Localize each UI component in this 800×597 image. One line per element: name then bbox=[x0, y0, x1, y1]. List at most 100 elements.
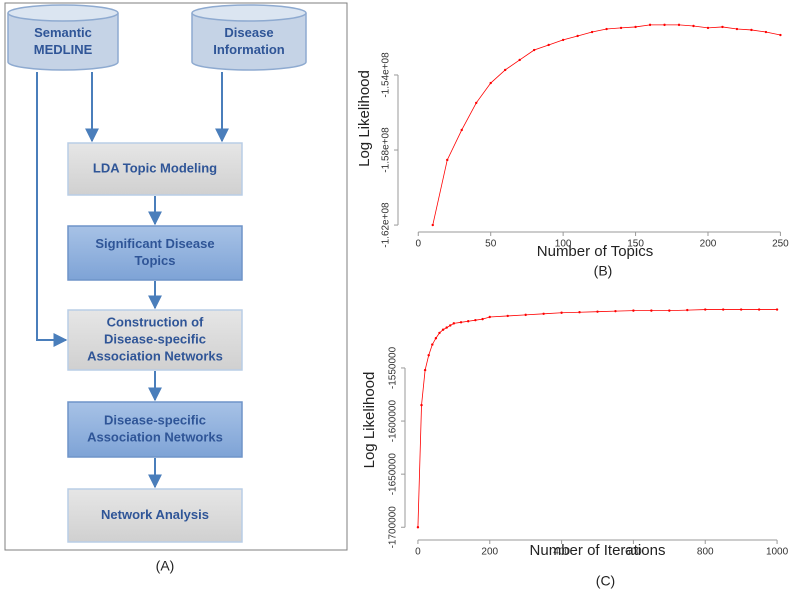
x-tick-label: 600 bbox=[625, 547, 642, 558]
point bbox=[460, 128, 463, 132]
point bbox=[704, 308, 707, 311]
point bbox=[488, 315, 491, 319]
x-tick-label: 200 bbox=[700, 239, 717, 250]
step-label: Network Analysis bbox=[101, 507, 209, 522]
point bbox=[445, 326, 448, 329]
point bbox=[614, 309, 617, 313]
point bbox=[634, 25, 637, 29]
point bbox=[431, 223, 434, 227]
x-tick-label: 0 bbox=[415, 547, 421, 558]
source-label: Semantic bbox=[34, 25, 92, 40]
point bbox=[489, 81, 492, 85]
panel-label: (B) bbox=[594, 263, 613, 279]
point bbox=[721, 25, 724, 29]
step-label: Significant Disease bbox=[95, 236, 214, 251]
panel-label: (C) bbox=[596, 573, 615, 589]
source-label: Disease bbox=[224, 25, 273, 40]
panel-label: (A) bbox=[156, 558, 175, 574]
point bbox=[503, 68, 507, 72]
x-axis-title: Number of Topics bbox=[537, 243, 653, 260]
y-tick-label: -1700000 bbox=[388, 506, 399, 549]
y-tick-label: -1.58e+08 bbox=[381, 127, 392, 173]
step-label: Topics bbox=[135, 253, 176, 268]
point bbox=[576, 34, 579, 38]
step-label: LDA Topic Modeling bbox=[93, 160, 217, 175]
point bbox=[427, 354, 430, 357]
point bbox=[423, 368, 427, 372]
point bbox=[663, 23, 666, 27]
step-box bbox=[67, 142, 243, 196]
x-tick-label: 50 bbox=[485, 239, 497, 250]
line bbox=[417, 309, 778, 528]
source-label: MEDLINE bbox=[34, 42, 93, 57]
point bbox=[648, 23, 652, 27]
x-tick-label: 100 bbox=[555, 239, 572, 250]
point bbox=[449, 324, 452, 327]
point bbox=[590, 30, 594, 34]
point bbox=[739, 308, 743, 311]
point bbox=[506, 314, 509, 318]
source-label: Information bbox=[213, 42, 285, 57]
point bbox=[446, 158, 449, 162]
x-tick-label: 200 bbox=[481, 547, 498, 558]
point bbox=[542, 312, 545, 316]
x-tick-label: 0 bbox=[415, 239, 421, 250]
point bbox=[668, 309, 671, 312]
point bbox=[431, 343, 434, 346]
y-tick-label: -1550000 bbox=[388, 346, 399, 389]
step-label: Disease-specific bbox=[104, 412, 206, 427]
step-label: Association Networks bbox=[87, 429, 223, 444]
y-tick-label: -1.54e+08 bbox=[381, 52, 392, 98]
point bbox=[518, 58, 521, 62]
step-box bbox=[67, 488, 243, 543]
point bbox=[481, 317, 484, 321]
point bbox=[632, 309, 635, 312]
point bbox=[596, 310, 599, 313]
line bbox=[432, 24, 781, 226]
point bbox=[560, 311, 563, 314]
point bbox=[416, 526, 420, 529]
point bbox=[605, 27, 608, 31]
x-tick-label: 150 bbox=[627, 239, 644, 250]
point bbox=[524, 313, 527, 317]
point bbox=[547, 43, 550, 47]
step-box bbox=[67, 309, 243, 371]
point bbox=[467, 320, 470, 323]
point bbox=[706, 26, 710, 30]
point bbox=[441, 328, 445, 331]
point bbox=[459, 321, 463, 324]
point bbox=[686, 308, 689, 312]
arrows bbox=[36, 72, 229, 489]
point bbox=[779, 33, 782, 37]
y-axis-title: Log Likelihood bbox=[361, 372, 378, 469]
cylinder bbox=[7, 4, 119, 71]
point bbox=[650, 309, 653, 312]
point bbox=[619, 26, 623, 30]
point bbox=[420, 403, 423, 407]
step-box bbox=[67, 225, 243, 281]
point bbox=[757, 308, 761, 311]
point bbox=[578, 311, 581, 314]
point bbox=[532, 48, 536, 52]
y-axis-title: Log Likelihood bbox=[356, 70, 373, 167]
point bbox=[677, 23, 681, 27]
point bbox=[475, 101, 478, 105]
step-label: Association Networks bbox=[87, 348, 223, 363]
step-label: Construction of bbox=[107, 314, 204, 329]
point bbox=[775, 308, 779, 311]
cylinder bbox=[191, 4, 307, 71]
y-tick-label: -1.62e+08 bbox=[381, 202, 392, 248]
point bbox=[750, 28, 753, 32]
point bbox=[474, 318, 477, 322]
x-tick-label: 400 bbox=[553, 547, 570, 558]
y-tick-label: -1650000 bbox=[388, 453, 399, 496]
step-box bbox=[67, 401, 243, 458]
point bbox=[452, 322, 456, 325]
point bbox=[561, 38, 565, 42]
point bbox=[721, 308, 725, 311]
point bbox=[735, 27, 739, 31]
y-tick-label: -1600000 bbox=[388, 399, 399, 442]
x-tick-label: 800 bbox=[697, 547, 714, 558]
point bbox=[764, 30, 768, 34]
